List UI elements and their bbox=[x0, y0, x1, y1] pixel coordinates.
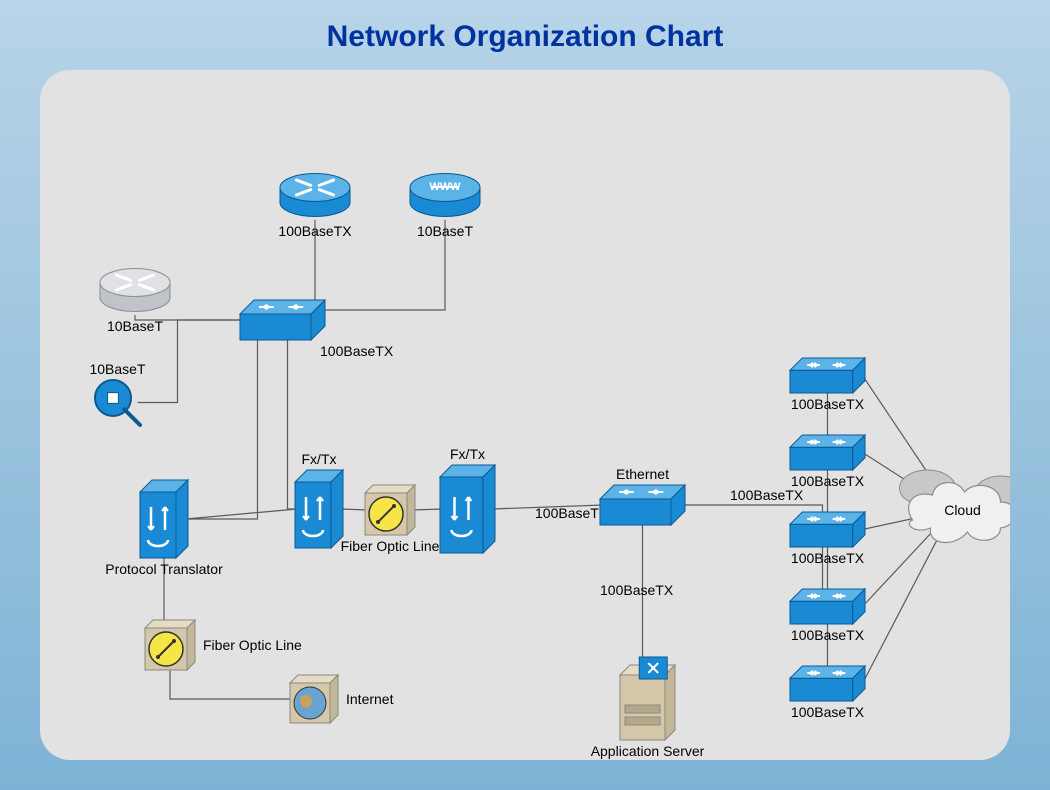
diagram-panel: 100BaseTX100BaseTX100BaseTX100BaseTXWWW1… bbox=[40, 70, 1010, 760]
page-title: Network Organization Chart bbox=[0, 20, 1050, 54]
edge bbox=[186, 509, 297, 519]
switch5 bbox=[790, 512, 865, 547]
edge-label: 100BaseTX bbox=[730, 487, 804, 503]
edge bbox=[186, 335, 258, 519]
node-label: 100BaseTX bbox=[278, 223, 352, 239]
node-label: 100BaseTX bbox=[320, 343, 394, 359]
node-label: 10BaseT bbox=[417, 223, 473, 239]
node-label: 100BaseTX bbox=[791, 473, 865, 489]
fxtx1 bbox=[295, 470, 343, 548]
node-label: Fx/Tx bbox=[450, 446, 485, 462]
switch1 bbox=[240, 300, 325, 340]
node-label: 10BaseT bbox=[89, 361, 145, 377]
lens bbox=[95, 380, 140, 425]
router2: WWW bbox=[410, 174, 480, 217]
switch6 bbox=[790, 589, 865, 624]
switch2 bbox=[600, 485, 685, 525]
node-label: Fx/Tx bbox=[302, 451, 337, 467]
node-label: Fiber Optic Line bbox=[203, 637, 302, 653]
network-diagram: 100BaseTX100BaseTX100BaseTX100BaseTXWWW1… bbox=[40, 70, 1010, 760]
fol2 bbox=[145, 620, 195, 670]
node-label: 100BaseTX bbox=[791, 550, 865, 566]
node-label: Ethernet bbox=[616, 466, 669, 482]
node-label: Protocol Translator bbox=[105, 561, 223, 577]
node-label: 100BaseTX bbox=[791, 396, 865, 412]
fol1 bbox=[365, 485, 415, 535]
node-label: Cloud bbox=[944, 502, 981, 518]
edge bbox=[170, 667, 292, 699]
router1 bbox=[280, 174, 350, 217]
canvas: Network Organization Chart 100BaseTX100B… bbox=[0, 0, 1050, 790]
internet bbox=[290, 675, 338, 723]
node-label: 10BaseT bbox=[107, 318, 163, 334]
node-label: Application Server bbox=[591, 743, 705, 759]
node-label: Internet bbox=[346, 691, 394, 707]
edge bbox=[341, 509, 368, 510]
edge-label: 100BaseTX bbox=[535, 505, 609, 521]
edge-label: 100BaseTX bbox=[600, 582, 674, 598]
node-label: 100BaseTX bbox=[791, 704, 865, 720]
switch4 bbox=[790, 435, 865, 470]
node-label: Fiber Optic Line bbox=[341, 538, 440, 554]
proto bbox=[140, 480, 188, 558]
router3 bbox=[100, 269, 170, 312]
node-label: 100BaseTX bbox=[791, 627, 865, 643]
switch3 bbox=[790, 358, 865, 393]
appsrv bbox=[620, 657, 675, 740]
switch7 bbox=[790, 666, 865, 701]
fxtx2 bbox=[440, 465, 495, 553]
edge bbox=[412, 509, 443, 510]
